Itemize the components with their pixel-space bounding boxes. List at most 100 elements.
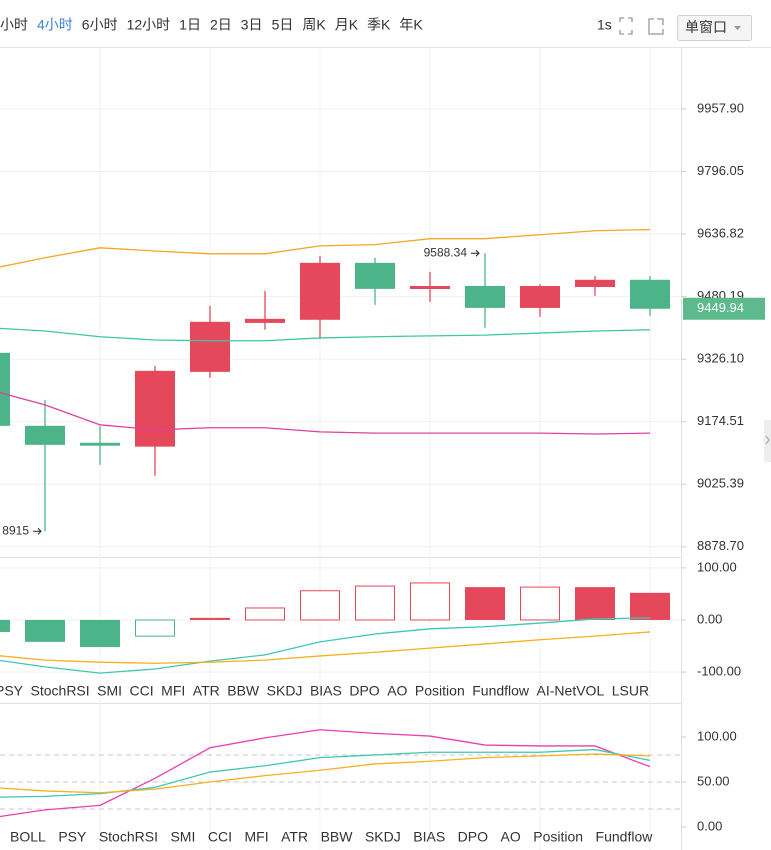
indicator-line <box>0 729 651 818</box>
interval-tab[interactable]: 12小时 <box>127 17 171 33</box>
interval-tab[interactable]: 3日 <box>241 17 263 33</box>
indicator-tab[interactable]: PSY <box>58 829 87 845</box>
indicator-line <box>0 631 651 664</box>
indicator-line <box>0 327 651 342</box>
plots: 9588.34 8915 <box>0 108 681 818</box>
histogram-bar <box>520 586 560 621</box>
histogram-bar <box>630 592 670 620</box>
y-tick-label: 9957.90 <box>697 100 744 115</box>
y-tick-label: -100.00 <box>697 664 741 679</box>
indicator-tab[interactable]: LSUR <box>612 683 649 699</box>
histogram-bar <box>355 585 395 621</box>
annotation-arrow <box>471 249 480 257</box>
y-tick-label: 100.00 <box>697 559 737 574</box>
indicator-line <box>0 392 651 435</box>
candle-body <box>25 425 65 445</box>
indicator-tab[interactable]: BIAS <box>413 829 445 845</box>
window-mode-dropdown[interactable] <box>677 15 752 41</box>
interval-tab[interactable]: 小时 <box>0 17 28 33</box>
indicator-tab[interactable]: Position <box>415 683 465 699</box>
indicator-tab[interactable]: DPO <box>349 683 379 699</box>
indicator-tab[interactable]: SMI <box>97 683 122 699</box>
high-annotation: 9588.34 <box>424 245 468 259</box>
y-tick-label: 0.00 <box>697 818 722 833</box>
indicator-tab[interactable]: BBW <box>227 683 260 699</box>
histogram-bar <box>135 619 175 637</box>
indicator-tab[interactable]: AO <box>387 683 407 699</box>
indicator-tab[interactable]: StochRSI <box>99 829 158 845</box>
histogram-bar <box>25 619 65 642</box>
indicator-tab[interactable]: AO <box>501 829 521 845</box>
histogram-bar <box>80 619 120 648</box>
indicator-tab[interactable]: MFI <box>161 683 185 699</box>
indicator-tab[interactable]: BOLL <box>10 829 46 845</box>
interval-tab[interactable]: 年K <box>399 17 423 33</box>
candle-body <box>80 442 120 446</box>
y-tick-label: 100.00 <box>697 728 737 743</box>
y-tick-label: 9025.39 <box>697 476 744 491</box>
indicator-tab[interactable]: AI-NetVOL <box>537 683 605 699</box>
dropdown-arrow <box>734 26 741 30</box>
y-tick-label: 50.00 <box>697 773 730 788</box>
y-tick-label: 9174.51 <box>697 413 744 428</box>
refresh-button[interactable]: 1s <box>597 17 612 33</box>
candle-body <box>135 370 175 447</box>
interval-tab[interactable]: 月K <box>335 17 359 33</box>
indicator-tab[interactable]: BIAS <box>310 683 342 699</box>
candle-body <box>0 352 10 426</box>
histogram-bar <box>300 590 340 621</box>
histogram-bar <box>575 587 615 620</box>
candle-body <box>630 279 670 309</box>
y-tick-label: 8878.70 <box>697 538 744 553</box>
candle-body <box>520 285 560 308</box>
indicator-line <box>0 617 651 674</box>
indicator-tab[interactable]: PSY <box>0 683 24 699</box>
candle-body <box>410 285 450 289</box>
indicator-tab[interactable]: SMI <box>170 829 195 845</box>
candle-body <box>355 262 395 289</box>
indicator-tab[interactable]: ATR <box>281 829 308 845</box>
indicator-tab[interactable]: Fundflow <box>596 829 654 845</box>
candle-body <box>190 321 230 372</box>
interval-tab[interactable]: 周K <box>302 17 326 33</box>
indicator-tab[interactable]: MFI <box>244 829 268 845</box>
interval-tab[interactable]: 5日 <box>272 17 294 33</box>
low-annotation: 8915 <box>2 523 29 537</box>
indicator-tab[interactable]: SKDJ <box>267 683 303 699</box>
histogram-bar <box>410 582 450 621</box>
indicator-tab[interactable]: DPO <box>458 829 488 845</box>
histogram-bar <box>465 587 505 620</box>
toolbar: 1s 单窗口 小时 4小时 6小时 12小时 1日 2日 3日 5日 周K 月K 季K 年K <box>0 15 752 41</box>
fullscreen-icon[interactable] <box>619 17 633 35</box>
indicator-line <box>0 753 651 794</box>
popout-icon[interactable] <box>648 18 664 35</box>
histogram-bar <box>0 619 10 632</box>
candle-body <box>465 285 505 308</box>
histogram-bar <box>190 617 230 620</box>
indicator-tab[interactable]: StochRSI <box>31 683 90 699</box>
candle-body <box>300 262 340 320</box>
interval-tab[interactable]: 1日 <box>179 17 201 33</box>
indicator-tab[interactable]: SKDJ <box>365 829 401 845</box>
indicator-tab[interactable]: ATR <box>193 683 220 699</box>
interval-tab[interactable]: 2日 <box>210 17 232 33</box>
side-handle[interactable] <box>764 420 771 462</box>
interval-tab[interactable]: 季K <box>367 17 391 33</box>
indicator-tab[interactable]: Position <box>533 829 583 845</box>
y-tick-label: 9326.10 <box>697 351 744 366</box>
indicator-tab[interactable]: CCI <box>208 829 232 845</box>
side-handle-arrow <box>765 435 770 445</box>
indicator-line <box>0 748 651 798</box>
indicator-tab[interactable]: Fundflow <box>472 683 530 699</box>
indicator-tab[interactable]: CCI <box>130 683 154 699</box>
indicator-tab[interactable]: BBW <box>321 829 354 845</box>
interval-tab[interactable]: 4小时 <box>37 17 73 33</box>
interval-tab[interactable]: 6小时 <box>82 17 118 33</box>
price-tag <box>683 297 765 320</box>
y-tick-label: 9636.82 <box>697 225 744 240</box>
price-tag-label: 9449.94 <box>697 300 744 315</box>
y-tick-label: 0.00 <box>697 611 722 626</box>
